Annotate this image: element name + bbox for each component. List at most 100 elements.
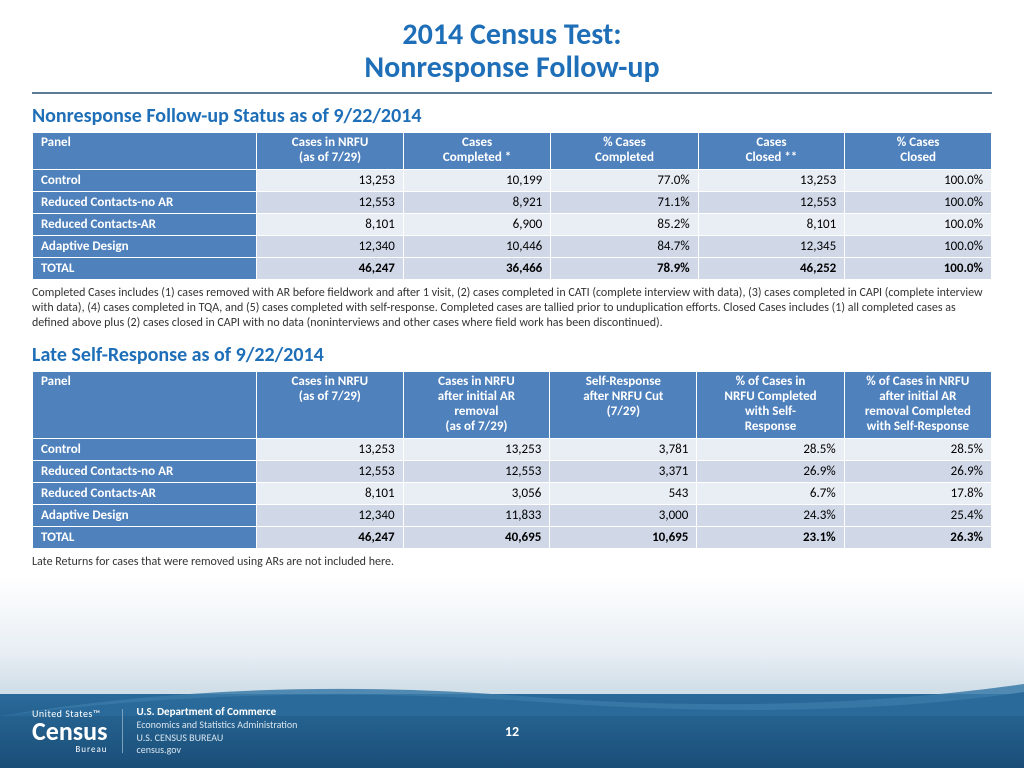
census-logo: United States™ Census Bureau xyxy=(32,707,108,754)
table-cell: 11,833 xyxy=(403,504,550,526)
row-label: Reduced Contacts-no AR xyxy=(33,460,257,482)
footnote-2: Late Returns for cases that were removed… xyxy=(32,555,992,570)
table-cell: 12,340 xyxy=(257,504,403,526)
row-label: Adaptive Design xyxy=(33,504,257,526)
table-cell: 8,101 xyxy=(257,482,403,504)
table-cell: 3,781 xyxy=(550,438,697,460)
table-cell: 28.5% xyxy=(697,438,844,460)
logo-census-word: Census xyxy=(32,720,108,743)
table-cell: 78.9% xyxy=(551,257,698,279)
table-cell: 13,253 xyxy=(698,169,845,191)
table-cell: 71.1% xyxy=(551,191,698,213)
column-header: Cases in NRFU(as of 7/29) xyxy=(257,371,403,438)
column-header: Self-Responseafter NRFU Cut(7/29) xyxy=(550,371,697,438)
table-cell: 36,466 xyxy=(403,257,550,279)
table-cell: 8,921 xyxy=(403,191,550,213)
table-cell: 100.0% xyxy=(845,213,992,235)
row-label: Control xyxy=(33,438,257,460)
column-header: Cases in NRFUafter initial ARremoval(as … xyxy=(403,371,550,438)
table-row: Control13,25310,19977.0%13,253100.0% xyxy=(33,169,992,191)
column-header: % of Cases in NRFUafter initial ARremova… xyxy=(844,371,991,438)
table-cell: 100.0% xyxy=(845,169,992,191)
table-cell: 28.5% xyxy=(844,438,991,460)
dept-line-4: census.gov xyxy=(137,744,298,757)
column-header: Cases in NRFU(as of 7/29) xyxy=(257,133,404,170)
row-label: TOTAL xyxy=(33,257,257,279)
table-cell: 26.3% xyxy=(844,526,991,548)
table-row: Control13,25313,2533,78128.5%28.5% xyxy=(33,438,992,460)
table-cell: 84.7% xyxy=(551,235,698,257)
table-row: Reduced Contacts-no AR12,5538,92171.1%12… xyxy=(33,191,992,213)
section1-title: Nonresponse Follow-up Status as of 9/22/… xyxy=(32,104,992,128)
table-cell: 40,695 xyxy=(403,526,550,548)
dept-line-2: Economics and Statistics Administration xyxy=(137,719,298,732)
table-cell: 3,056 xyxy=(403,482,550,504)
table-cell: 25.4% xyxy=(844,504,991,526)
table-row: Reduced Contacts-no AR12,55312,5533,3712… xyxy=(33,460,992,482)
table-cell: 543 xyxy=(550,482,697,504)
table-cell: 13,253 xyxy=(403,438,550,460)
column-header: % of Cases inNRFU Completedwith Self-Res… xyxy=(697,371,844,438)
table-cell: 17.8% xyxy=(844,482,991,504)
row-label: Reduced Contacts-no AR xyxy=(33,191,257,213)
table-cell: 3,000 xyxy=(550,504,697,526)
table-cell: 12,345 xyxy=(698,235,845,257)
footnote-1: Completed Cases includes (1) cases remov… xyxy=(32,286,992,331)
table-cell: 46,247 xyxy=(257,257,404,279)
table-cell: 12,340 xyxy=(257,235,404,257)
table-row: Reduced Contacts-AR8,1016,90085.2%8,1011… xyxy=(33,213,992,235)
title-line-1: 2014 Census Test: xyxy=(402,16,621,53)
table-cell: 100.0% xyxy=(845,191,992,213)
table-row: Adaptive Design12,34011,8333,00024.3%25.… xyxy=(33,504,992,526)
row-label: TOTAL xyxy=(33,526,257,548)
table-cell: 85.2% xyxy=(551,213,698,235)
table-row: TOTAL46,24736,46678.9%46,252100.0% xyxy=(33,257,992,279)
table-cell: 100.0% xyxy=(845,257,992,279)
column-header: CasesClosed ** xyxy=(698,133,845,170)
table-row: Reduced Contacts-AR8,1013,0565436.7%17.8… xyxy=(33,482,992,504)
row-label: Reduced Contacts-AR xyxy=(33,482,257,504)
status-table: PanelCases in NRFU(as of 7/29)CasesCompl… xyxy=(32,132,992,280)
section2-title: Late Self-Response as of 9/22/2014 xyxy=(32,343,992,367)
late-response-table: PanelCases in NRFU(as of 7/29)Cases in N… xyxy=(32,371,992,549)
dept-block: U.S. Department of Commerce Economics an… xyxy=(137,705,298,756)
table-row: Adaptive Design12,34010,44684.7%12,34510… xyxy=(33,235,992,257)
footer-logo-block: United States™ Census Bureau U.S. Depart… xyxy=(32,705,297,756)
table-cell: 12,553 xyxy=(403,460,550,482)
title-divider xyxy=(32,92,992,94)
table-header-row: PanelCases in NRFU(as of 7/29)CasesCompl… xyxy=(33,133,992,170)
table-row: TOTAL46,24740,69510,69523.1%26.3% xyxy=(33,526,992,548)
table-cell: 12,553 xyxy=(698,191,845,213)
table-cell: 13,253 xyxy=(257,438,403,460)
row-label: Adaptive Design xyxy=(33,235,257,257)
title-line-2: Nonresponse Follow-up xyxy=(364,49,659,86)
row-label: Control xyxy=(33,169,257,191)
dept-line-1: U.S. Department of Commerce xyxy=(137,705,298,719)
logo-divider xyxy=(122,709,123,753)
table-cell: 10,446 xyxy=(403,235,550,257)
table-cell: 23.1% xyxy=(697,526,844,548)
table-cell: 12,553 xyxy=(257,460,403,482)
column-header: % CasesCompleted xyxy=(551,133,698,170)
column-header: CasesCompleted * xyxy=(403,133,550,170)
table-cell: 8,101 xyxy=(257,213,404,235)
table-cell: 46,252 xyxy=(698,257,845,279)
table-cell: 26.9% xyxy=(844,460,991,482)
table-cell: 12,553 xyxy=(257,191,404,213)
page-number: 12 xyxy=(505,723,519,740)
table-cell: 10,199 xyxy=(403,169,550,191)
table-cell: 6,900 xyxy=(403,213,550,235)
table-cell: 8,101 xyxy=(698,213,845,235)
row-label: Reduced Contacts-AR xyxy=(33,213,257,235)
table-cell: 13,253 xyxy=(257,169,404,191)
table-cell: 3,371 xyxy=(550,460,697,482)
table-cell: 26.9% xyxy=(697,460,844,482)
column-header: Panel xyxy=(33,371,257,438)
column-header: % CasesClosed xyxy=(845,133,992,170)
table-cell: 46,247 xyxy=(257,526,403,548)
table-header-row: PanelCases in NRFU(as of 7/29)Cases in N… xyxy=(33,371,992,438)
column-header: Panel xyxy=(33,133,257,170)
table-cell: 10,695 xyxy=(550,526,697,548)
table-cell: 100.0% xyxy=(845,235,992,257)
footer-bar: United States™ Census Bureau U.S. Depart… xyxy=(0,694,1024,768)
